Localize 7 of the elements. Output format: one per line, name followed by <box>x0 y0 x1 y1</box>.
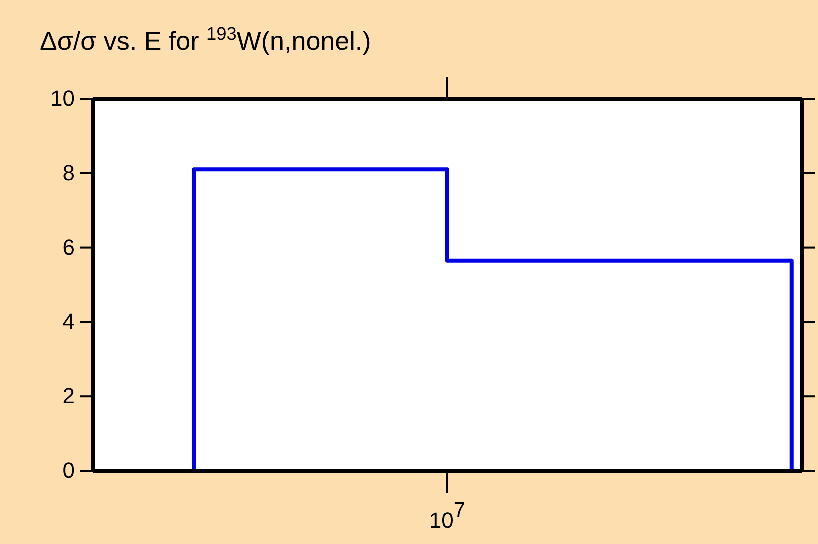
y-tick-label: 2 <box>62 384 75 409</box>
chart-title: Δσ/σ vs. E for $^{193}$W(n,nonel.) <box>40 24 372 56</box>
y-tick-label: 8 <box>62 160 75 186</box>
y-tick-label: 10 <box>50 86 75 112</box>
y-tick-label: 4 <box>62 309 75 334</box>
y-tick-label: 6 <box>62 234 75 260</box>
y-tick-label: 0 <box>62 458 75 484</box>
